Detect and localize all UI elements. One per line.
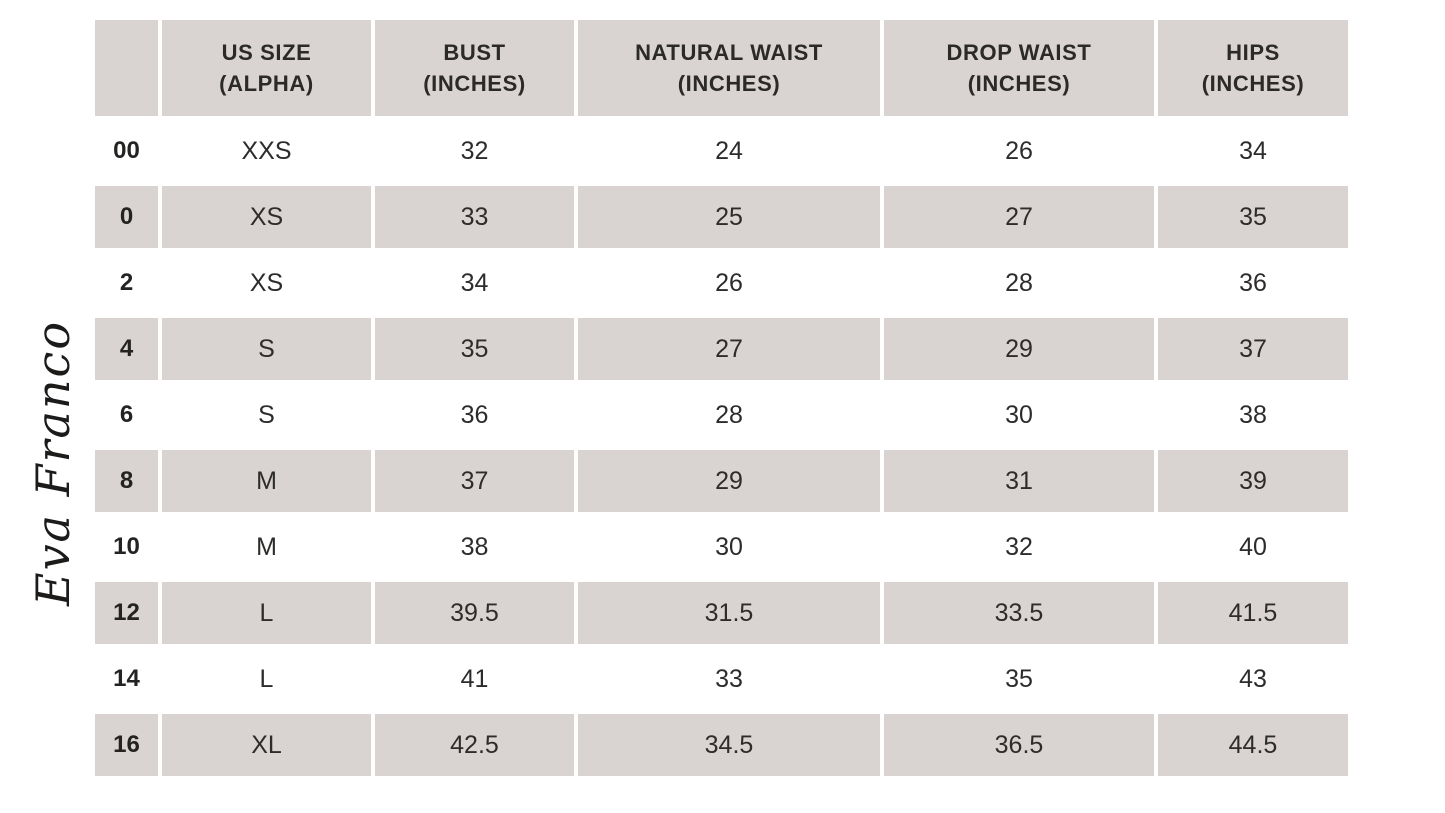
table-row: 10 M 38 30 32 40 xyxy=(95,516,1348,578)
cell-alpha-size: L xyxy=(162,582,371,644)
table-row: 0 XS 33 25 27 35 xyxy=(95,186,1348,248)
cell-natural-waist: 28 xyxy=(578,384,880,446)
cell-alpha-size: S xyxy=(162,384,371,446)
cell-bust: 32 xyxy=(375,120,574,182)
cell-bust: 38 xyxy=(375,516,574,578)
cell-us-size: 16 xyxy=(95,714,158,776)
cell-alpha-size: M xyxy=(162,516,371,578)
header-line: (INCHES) xyxy=(1201,71,1305,96)
brand-logo: Eva Franco xyxy=(26,319,80,607)
cell-alpha-size: S xyxy=(162,318,371,380)
header-cell-hips: HIPS (INCHES) xyxy=(1158,20,1348,116)
cell-hips: 44.5 xyxy=(1158,714,1348,776)
table-row: 12 L 39.5 31.5 33.5 41.5 xyxy=(95,582,1348,644)
header-line: (INCHES) xyxy=(677,71,781,96)
cell-us-size: 10 xyxy=(95,516,158,578)
cell-bust: 42.5 xyxy=(375,714,574,776)
cell-bust: 34 xyxy=(375,252,574,314)
table-row: 4 S 35 27 29 37 xyxy=(95,318,1348,380)
header-line: DROP WAIST xyxy=(946,40,1092,65)
header-row: US SIZE (ALPHA) BUST (INCHES) NATURAL WA… xyxy=(95,20,1348,116)
cell-hips: 38 xyxy=(1158,384,1348,446)
header-line: BUST xyxy=(443,40,506,65)
cell-natural-waist: 34.5 xyxy=(578,714,880,776)
cell-hips: 39 xyxy=(1158,450,1348,512)
header-line: (INCHES) xyxy=(423,71,526,96)
header-cell-bust: BUST (INCHES) xyxy=(375,20,574,116)
cell-bust: 41 xyxy=(375,648,574,710)
cell-natural-waist: 29 xyxy=(578,450,880,512)
cell-bust: 36 xyxy=(375,384,574,446)
cell-hips: 35 xyxy=(1158,186,1348,248)
cell-us-size: 0 xyxy=(95,186,158,248)
cell-hips: 43 xyxy=(1158,648,1348,710)
cell-alpha-size: M xyxy=(162,450,371,512)
header-line: HIPS xyxy=(1226,40,1280,65)
cell-hips: 34 xyxy=(1158,120,1348,182)
cell-hips: 40 xyxy=(1158,516,1348,578)
cell-drop-waist: 36.5 xyxy=(884,714,1154,776)
cell-alpha-size: XS xyxy=(162,186,371,248)
header-line: US SIZE xyxy=(221,40,312,65)
cell-us-size: 14 xyxy=(95,648,158,710)
cell-hips: 36 xyxy=(1158,252,1348,314)
cell-natural-waist: 25 xyxy=(578,186,880,248)
table-row: 16 XL 42.5 34.5 36.5 44.5 xyxy=(95,714,1348,776)
size-chart-table: US SIZE (ALPHA) BUST (INCHES) NATURAL WA… xyxy=(91,16,1352,780)
table-row: 6 S 36 28 30 38 xyxy=(95,384,1348,446)
cell-natural-waist: 24 xyxy=(578,120,880,182)
cell-hips: 37 xyxy=(1158,318,1348,380)
header-cell-natural-waist: NATURAL WAIST (INCHES) xyxy=(578,20,880,116)
cell-us-size: 8 xyxy=(95,450,158,512)
cell-us-size: 2 xyxy=(95,252,158,314)
cell-us-size: 6 xyxy=(95,384,158,446)
table-row: 2 XS 34 26 28 36 xyxy=(95,252,1348,314)
cell-drop-waist: 29 xyxy=(884,318,1154,380)
header-line: NATURAL WAIST xyxy=(635,40,823,65)
cell-drop-waist: 26 xyxy=(884,120,1154,182)
cell-us-size: 00 xyxy=(95,120,158,182)
cell-drop-waist: 33.5 xyxy=(884,582,1154,644)
cell-natural-waist: 27 xyxy=(578,318,880,380)
cell-drop-waist: 31 xyxy=(884,450,1154,512)
header-cell-us-size-numeric xyxy=(95,20,158,116)
table-row: 14 L 41 33 35 43 xyxy=(95,648,1348,710)
cell-natural-waist: 26 xyxy=(578,252,880,314)
cell-drop-waist: 30 xyxy=(884,384,1154,446)
header-cell-drop-waist: DROP WAIST (INCHES) xyxy=(884,20,1154,116)
cell-alpha-size: XXS xyxy=(162,120,371,182)
cell-drop-waist: 28 xyxy=(884,252,1154,314)
cell-alpha-size: XS xyxy=(162,252,371,314)
cell-bust: 37 xyxy=(375,450,574,512)
cell-drop-waist: 35 xyxy=(884,648,1154,710)
cell-drop-waist: 32 xyxy=(884,516,1154,578)
cell-bust: 39.5 xyxy=(375,582,574,644)
header-cell-alpha-size: US SIZE (ALPHA) xyxy=(162,20,371,116)
cell-alpha-size: L xyxy=(162,648,371,710)
cell-drop-waist: 27 xyxy=(884,186,1154,248)
cell-natural-waist: 30 xyxy=(578,516,880,578)
header-line: (ALPHA) xyxy=(219,71,314,96)
header-line: (INCHES) xyxy=(967,71,1071,96)
cell-natural-waist: 31.5 xyxy=(578,582,880,644)
cell-bust: 33 xyxy=(375,186,574,248)
cell-bust: 35 xyxy=(375,318,574,380)
cell-alpha-size: XL xyxy=(162,714,371,776)
cell-natural-waist: 33 xyxy=(578,648,880,710)
cell-us-size: 4 xyxy=(95,318,158,380)
cell-us-size: 12 xyxy=(95,582,158,644)
cell-hips: 41.5 xyxy=(1158,582,1348,644)
table-row: 00 XXS 32 24 26 34 xyxy=(95,120,1348,182)
table-row: 8 M 37 29 31 39 xyxy=(95,450,1348,512)
